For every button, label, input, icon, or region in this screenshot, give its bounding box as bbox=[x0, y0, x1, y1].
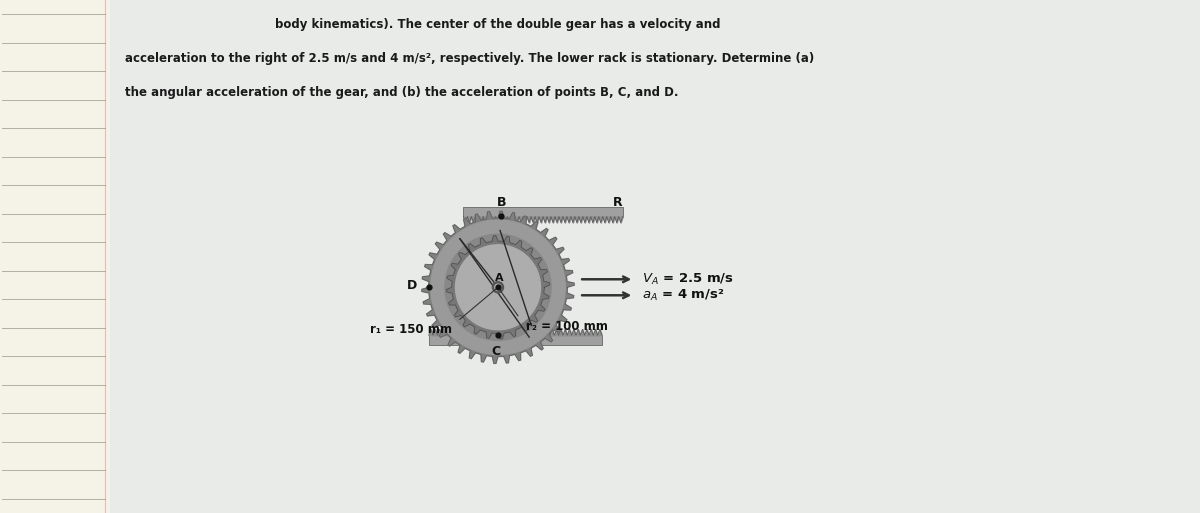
Text: r₁ = 150 mm: r₁ = 150 mm bbox=[370, 323, 452, 337]
Text: D: D bbox=[407, 279, 416, 292]
Text: the angular acceleration of the gear, and (b) the acceleration of points B, C, a: the angular acceleration of the gear, an… bbox=[125, 86, 678, 99]
FancyBboxPatch shape bbox=[0, 0, 110, 513]
Text: R: R bbox=[613, 196, 623, 209]
Circle shape bbox=[492, 282, 504, 293]
Circle shape bbox=[456, 245, 540, 330]
Text: r₂ = 100 mm: r₂ = 100 mm bbox=[526, 320, 607, 332]
Circle shape bbox=[431, 220, 565, 354]
Text: body kinematics). The center of the double gear has a velocity and: body kinematics). The center of the doub… bbox=[275, 18, 720, 31]
Polygon shape bbox=[446, 235, 550, 339]
FancyBboxPatch shape bbox=[463, 207, 623, 216]
Text: $V_A$ = 2.5 m/s: $V_A$ = 2.5 m/s bbox=[642, 272, 734, 287]
FancyBboxPatch shape bbox=[428, 335, 602, 345]
Text: A: A bbox=[494, 273, 503, 283]
Polygon shape bbox=[422, 211, 574, 363]
Text: acceleration to the right of 2.5 m/s and 4 m/s², respectively. The lower rack is: acceleration to the right of 2.5 m/s and… bbox=[125, 52, 815, 65]
Circle shape bbox=[494, 284, 502, 290]
Circle shape bbox=[445, 234, 551, 340]
Text: B: B bbox=[497, 196, 506, 209]
Text: $a_A$ = 4 m/s²: $a_A$ = 4 m/s² bbox=[642, 288, 725, 303]
Text: C: C bbox=[492, 345, 500, 358]
